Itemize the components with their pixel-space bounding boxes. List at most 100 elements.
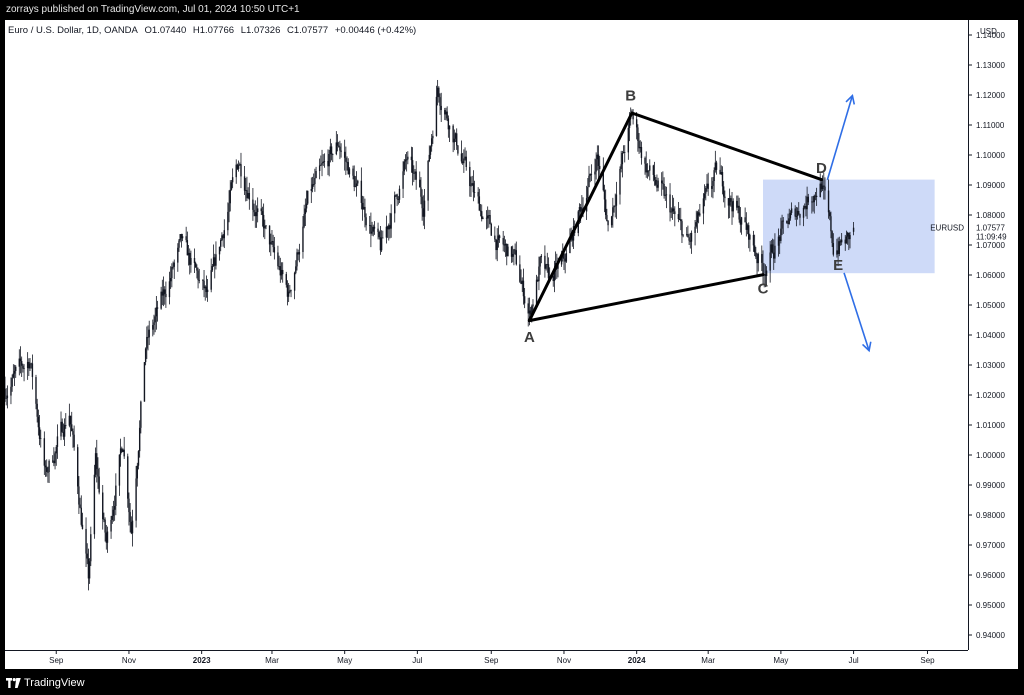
candle-body: [203, 280, 205, 289]
triangle-trendline: [527, 111, 634, 323]
candle-body: [372, 226, 374, 232]
candle-body: [504, 243, 507, 246]
tradingview-logo-icon[interactable]: [6, 678, 21, 688]
candle-body: [682, 234, 684, 236]
candle-body: [588, 175, 590, 188]
candle-body: [840, 239, 843, 243]
candle-body: [382, 237, 384, 239]
candle-body: [254, 212, 256, 217]
candle-body: [386, 226, 389, 230]
candle-body: [485, 217, 488, 219]
candle-body: [448, 125, 451, 130]
candle-body: [746, 225, 749, 230]
candle-body: [796, 210, 799, 217]
candle-body: [460, 153, 463, 162]
candle-body: [279, 266, 282, 276]
candle-body: [280, 269, 283, 276]
candle-body: [515, 250, 517, 265]
arrows-layer: [826, 94, 872, 353]
time-tick-label: 2023: [193, 656, 211, 665]
candle-body: [165, 293, 167, 298]
candle-body: [436, 87, 439, 97]
candle-body: [603, 190, 606, 200]
candle-body: [529, 310, 532, 315]
candle-body: [198, 279, 200, 281]
candle-body: [444, 110, 446, 115]
candle-body: [423, 200, 426, 217]
candle-body: [613, 206, 615, 208]
candle-body: [731, 201, 733, 212]
candle-body: [405, 159, 408, 161]
candle-body: [380, 237, 383, 251]
candle-body: [178, 240, 180, 248]
candle-body: [771, 244, 774, 253]
candle-body: [85, 528, 87, 554]
candle-body: [236, 164, 239, 169]
price-tick-label: 1.05000: [976, 301, 1005, 310]
candle-body: [674, 211, 676, 215]
chart-frame[interactable]: A B C D E USD 1.14000 1.13000 1.12000 1.11000 1.1…: [5, 20, 1018, 669]
candle-body: [193, 258, 196, 264]
candle-body: [656, 184, 658, 188]
candle-body: [419, 179, 421, 188]
candle-body: [521, 280, 523, 284]
candle-body: [104, 519, 106, 533]
candle-body: [557, 264, 559, 269]
candle-body: [77, 447, 79, 487]
wave-label-b: B: [625, 87, 636, 104]
candle-body: [13, 371, 16, 374]
candle-body: [821, 185, 824, 190]
candle-body: [286, 284, 289, 297]
zone-layer: [763, 179, 935, 274]
candle-body: [627, 127, 630, 153]
candle-body: [719, 169, 721, 175]
candle-body: [110, 519, 112, 532]
candle-body: [811, 201, 813, 203]
candle-body: [345, 157, 347, 162]
candle-body: [806, 196, 808, 210]
candle-body: [237, 165, 240, 169]
publish-info: zorrays published on TradingView.com, Ju…: [6, 4, 300, 15]
candle-body: [395, 194, 397, 196]
candle-body: [143, 362, 146, 402]
candle-body: [211, 266, 214, 271]
candle-body: [311, 184, 314, 189]
candle-body: [321, 163, 323, 165]
candle-body: [12, 373, 15, 378]
candle-body: [445, 111, 447, 115]
candle-body: [755, 252, 757, 257]
candle-body: [612, 207, 614, 217]
candle-body: [221, 235, 223, 241]
candle-body: [844, 239, 846, 244]
candle-body: [620, 164, 622, 169]
candle-body: [461, 161, 464, 164]
candle-body: [703, 193, 706, 199]
candle-body: [354, 186, 357, 188]
candle-body: [47, 471, 49, 473]
candle-body: [439, 97, 441, 106]
candle-body: [172, 266, 174, 268]
candle-body: [744, 217, 746, 223]
candle-body: [245, 190, 247, 191]
candle-body: [813, 195, 815, 203]
candle-body: [774, 245, 776, 259]
candle-body: [619, 168, 621, 195]
candle-body: [169, 278, 172, 282]
candle-body: [98, 476, 100, 493]
candle-body: [396, 194, 398, 200]
footer-bar: TradingView: [0, 671, 1024, 695]
candle-body: [470, 185, 472, 187]
candle-body: [510, 246, 513, 257]
candle-body: [712, 181, 714, 187]
candle-body: [310, 188, 313, 191]
wave-labels-layer: A B C D E: [524, 87, 843, 346]
candle-body: [338, 145, 340, 147]
candle-body: [640, 147, 643, 158]
candle-body: [778, 236, 781, 241]
candle-body: [713, 170, 715, 182]
candle-body: [227, 211, 229, 231]
candle-body: [46, 467, 48, 472]
candle-body: [440, 105, 442, 111]
price-scale-background: [968, 20, 1018, 669]
